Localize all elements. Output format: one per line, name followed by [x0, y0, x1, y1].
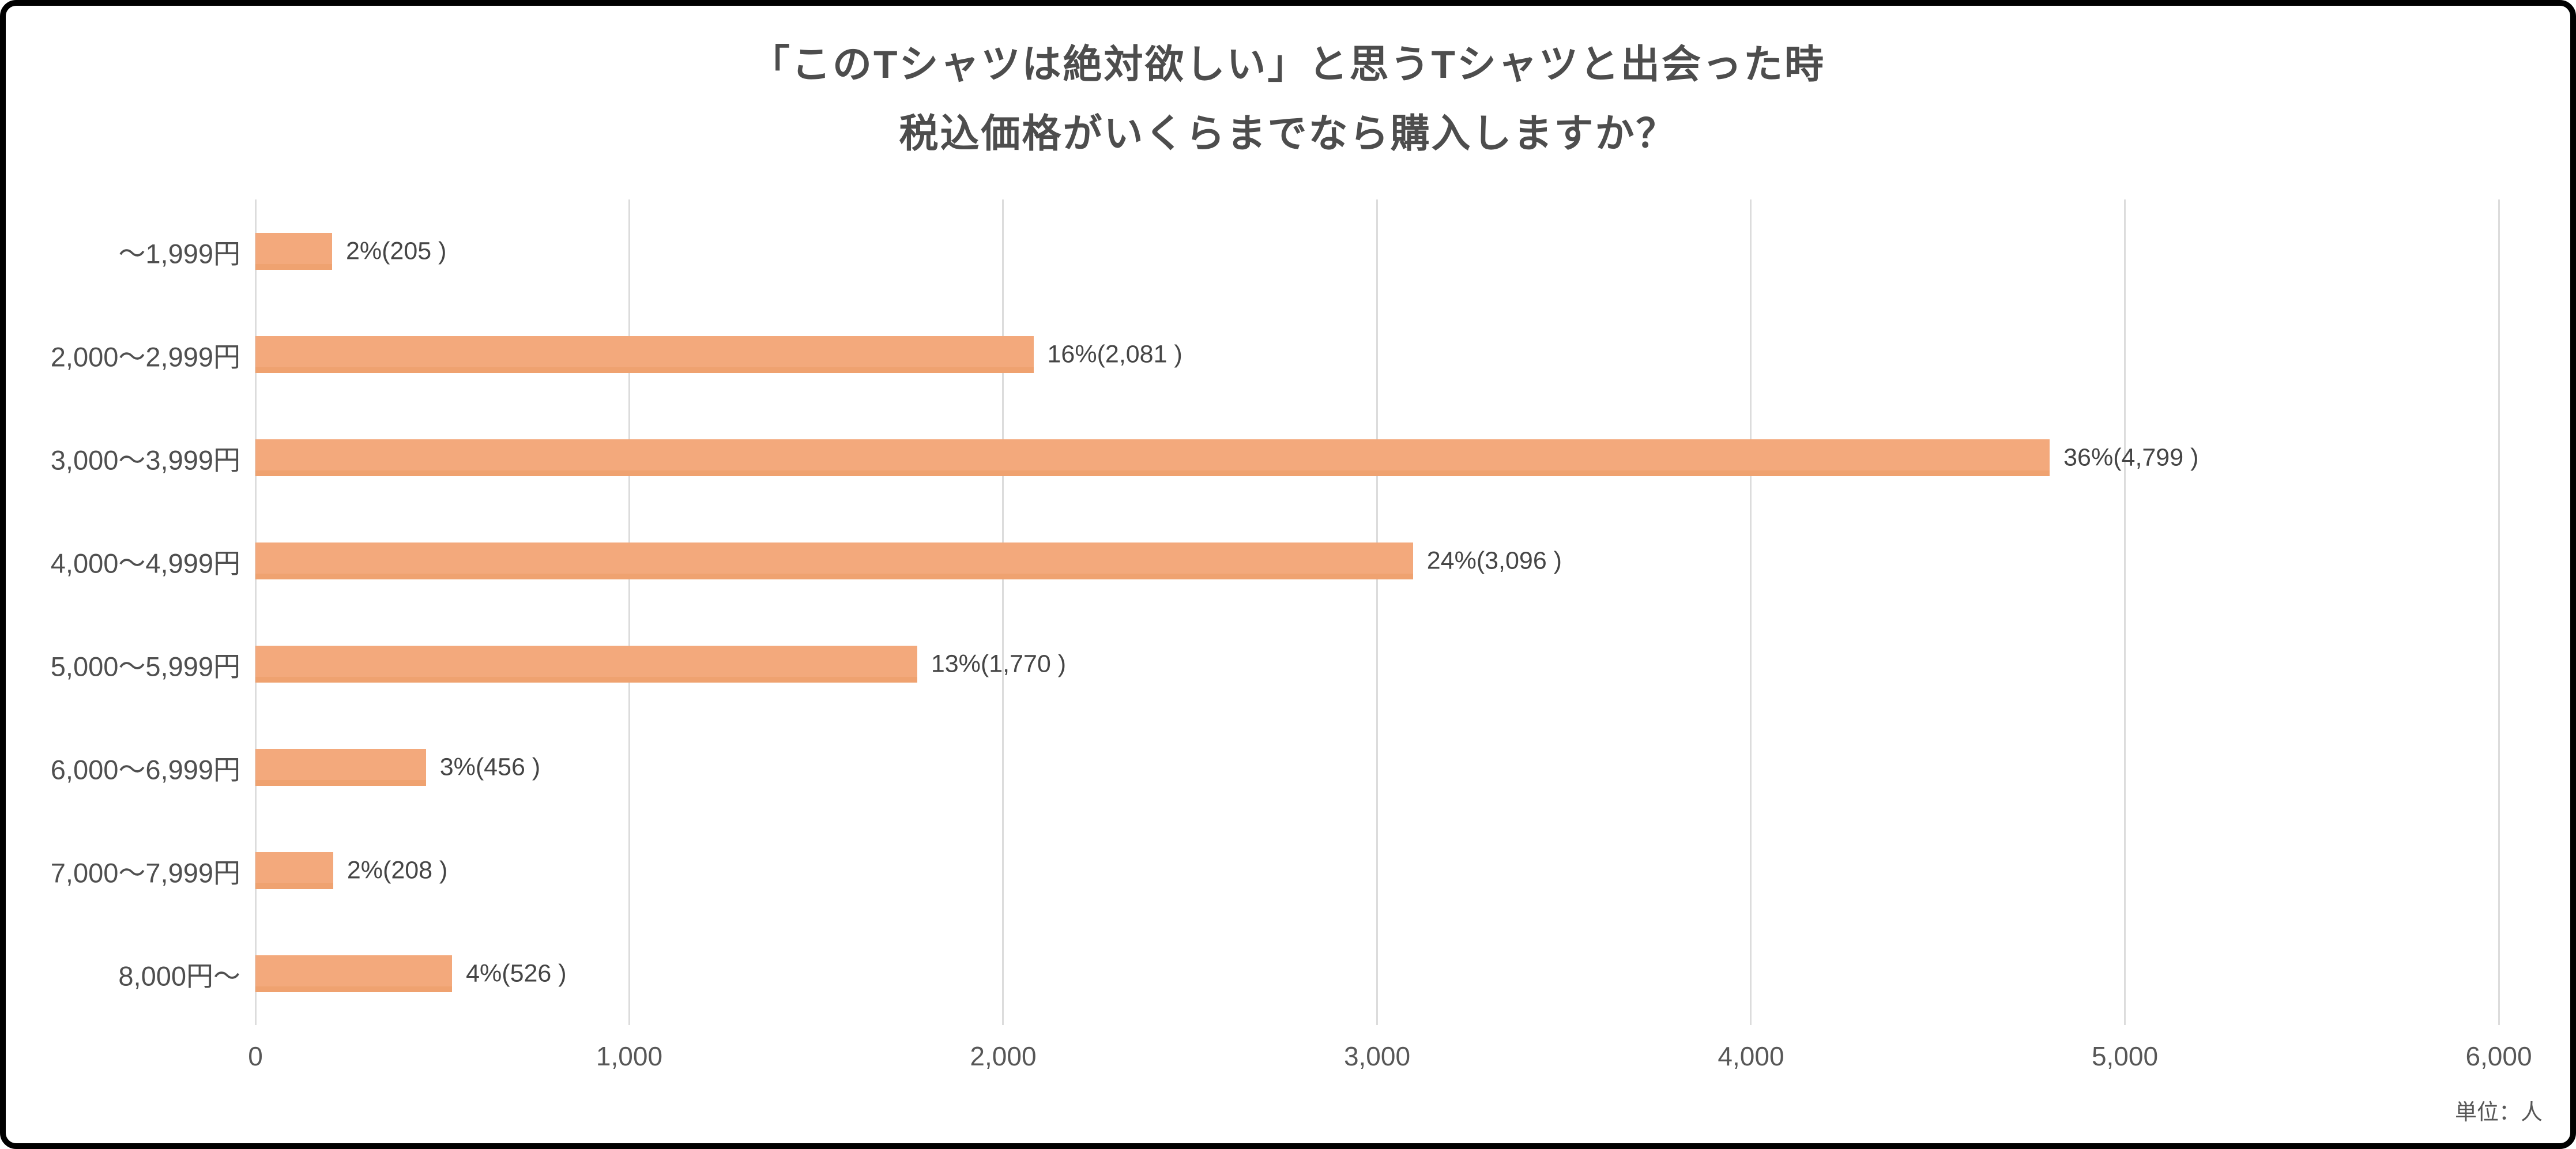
bar-row: 5,000～5,999円 13%(1,770 ): [51, 612, 2499, 715]
gridline: [2498, 199, 2500, 1025]
bar: [255, 336, 1034, 373]
bar: [255, 439, 2050, 476]
bar: [255, 748, 426, 786]
x-tick-label: 3,000: [1343, 1041, 1411, 1071]
gridlines: [254, 199, 2500, 1025]
x-axis: 0 1,000 2,000 3,000 4,000 5,000 6,000: [248, 1041, 2532, 1075]
value-label: 13%(1,770 ): [931, 650, 1067, 677]
category-label: 8,000円～: [118, 960, 240, 991]
value-label: 36%(4,799 ): [2063, 443, 2199, 471]
value-label: 16%(2,081 ): [1047, 340, 1182, 368]
category-label: 2,000～2,999円: [50, 341, 240, 372]
value-label: 2%(208 ): [347, 856, 448, 884]
gridline: [1002, 199, 1004, 1025]
bar-row: 2,000～2,999円 16%(2,081 ): [51, 303, 2499, 406]
value-label: 4%(526 ): [466, 959, 567, 987]
bar-row: ～1,999円 2%(205 ): [118, 199, 2499, 303]
x-tick-label: 1,000: [596, 1041, 663, 1071]
bar: [255, 645, 917, 683]
gridline: [2124, 199, 2126, 1025]
x-tick-label: 5,000: [2091, 1041, 2159, 1071]
value-label: 24%(3,096 ): [1426, 547, 1562, 574]
value-label: 3%(456 ): [439, 753, 541, 781]
bar: [255, 542, 1413, 579]
gridline: [1376, 199, 1378, 1025]
bar-row: 7,000～7,999円 2%(208 ): [51, 819, 2499, 922]
category-label: 6,000～6,999円: [50, 754, 240, 785]
bar: [255, 955, 453, 992]
category-label: 4,000～4,999円: [50, 548, 240, 578]
unit-note: 単位：人: [2454, 1101, 2543, 1125]
category-label: 3,000～3,999円: [50, 444, 240, 475]
bar-row: 8,000円～ 4%(526 ): [118, 922, 2499, 1025]
bar: [255, 232, 332, 270]
chart-title-line1: 「このTシャツは絶対欲しい」と思うTシャツと出会った時: [750, 43, 1826, 86]
plot-area: ～1,999円 2%(205 ) 2,000～2,999円 16%(2,081 …: [51, 199, 2500, 1025]
bar-row: 3,000～3,999円 36%(4,799 ): [51, 406, 2499, 509]
x-tick-label: 4,000: [1718, 1041, 1784, 1071]
category-label: 7,000～7,999円: [50, 857, 240, 888]
bar: [255, 852, 333, 889]
x-tick-label: 2,000: [970, 1041, 1037, 1071]
category-label: 5,000～5,999円: [50, 651, 240, 681]
value-label: 2%(205 ): [345, 237, 447, 265]
x-tick-label: 0: [248, 1041, 263, 1071]
gridline: [254, 199, 257, 1025]
chart-title-line2: 税込価格がいくらまでなら購入しますか？: [899, 112, 1677, 156]
chart-title: 「このTシャツは絶対欲しい」と思うTシャツと出会った時 税込価格がいくらまでなら…: [6, 30, 2570, 168]
bar-row: 6,000～6,999円 3%(456 ): [51, 715, 2499, 819]
gridline: [628, 199, 630, 1025]
gridline: [1750, 199, 1752, 1025]
x-tick-label: 6,000: [2465, 1041, 2532, 1071]
bars-container: ～1,999円 2%(205 ) 2,000～2,999円 16%(2,081 …: [51, 199, 2499, 1025]
bar-row: 4,000～4,999円 24%(3,096 ): [51, 509, 2499, 612]
category-label: ～1,999円: [118, 238, 240, 269]
